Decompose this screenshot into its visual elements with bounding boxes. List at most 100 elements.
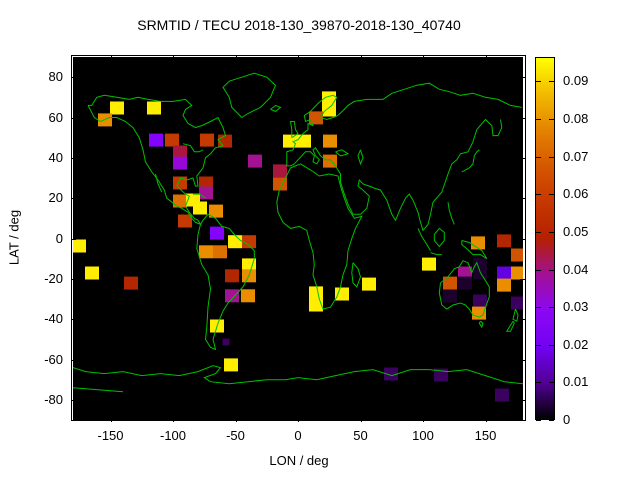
- coastline: [276, 163, 363, 310]
- heatmap-cell: [199, 186, 213, 200]
- x-tick-mark: [235, 55, 237, 60]
- x-tick-mark: [360, 55, 362, 60]
- y-tick-label: 80: [48, 69, 63, 85]
- heatmap-cell: [178, 214, 192, 228]
- coastline: [182, 143, 204, 153]
- heatmap-cell: [511, 266, 523, 280]
- heatmap-cell: [242, 258, 256, 272]
- coastline: [286, 82, 522, 166]
- heatmap-cell: [218, 134, 232, 148]
- x-tick-mark: [485, 55, 487, 60]
- x-tick-label: -50: [226, 428, 245, 443]
- x-tick-mark: [298, 417, 299, 422]
- heatmap-cell: [384, 367, 398, 381]
- heatmap-cell: [297, 134, 311, 148]
- heatmap-cell: [497, 278, 511, 292]
- colorbar-tick-mark: [536, 382, 541, 384]
- colorbar-tick-mark: [549, 81, 554, 83]
- coastline: [286, 118, 503, 232]
- heatmap-cell: [511, 248, 523, 262]
- colorbar-tick-mark: [549, 156, 554, 158]
- colorbar-tick-mark: [549, 344, 554, 346]
- y-tick-label: 40: [48, 149, 63, 165]
- heatmap-cell: [124, 276, 138, 290]
- colorbar-tick-label: 0.04: [563, 261, 589, 277]
- colorbar-tick-mark: [549, 420, 554, 421]
- coastline: [73, 387, 124, 393]
- heatmap-cell: [173, 194, 187, 208]
- heatmap-cell: [149, 133, 163, 147]
- y-tick-mark: [520, 319, 526, 321]
- x-tick-mark: [423, 417, 424, 422]
- coastline: [193, 193, 206, 199]
- colorbar-tick-label: 0.01: [563, 374, 589, 390]
- heatmap-cell: [309, 286, 323, 300]
- colorbar-tick-label: 0.05: [563, 223, 589, 239]
- colorbar-tick-mark: [536, 307, 541, 309]
- colorbar-tick-mark: [536, 119, 541, 121]
- heatmap-cell: [73, 239, 86, 253]
- y-tick-label: -80: [44, 391, 63, 407]
- colorbar-tick-mark: [549, 269, 554, 271]
- y-tick-mark: [71, 117, 76, 119]
- colorbar-tick-label: 0.07: [563, 148, 589, 164]
- y-tick-mark: [71, 399, 76, 401]
- x-tick-mark: [173, 417, 174, 422]
- heatmap-cell: [173, 156, 187, 170]
- y-tick-label: 60: [48, 109, 63, 125]
- x-tick-label: 0: [294, 428, 302, 443]
- plot-title: SRMTID / TECU 2018-130_39870-2018-130_40…: [137, 17, 461, 33]
- colorbar-tick-mark: [536, 269, 541, 271]
- coastline: [73, 365, 523, 385]
- coastline: [289, 121, 299, 139]
- heatmap-cell: [193, 201, 207, 215]
- heatmap-cell: [283, 134, 297, 148]
- x-tick-label: 100: [412, 428, 434, 443]
- y-tick-mark: [71, 198, 76, 200]
- x-tick-label: 150: [474, 428, 497, 443]
- heatmap-cell: [248, 154, 262, 168]
- heatmap-cell: [309, 111, 323, 125]
- y-tick-mark: [71, 319, 76, 321]
- heatmap-cell: [443, 276, 457, 290]
- heatmap-cell: [422, 257, 436, 271]
- y-tick-mark: [71, 238, 76, 240]
- x-axis-title: LON / deg: [269, 453, 329, 468]
- x-tick-label: -150: [97, 428, 124, 443]
- heatmap-cell: [228, 235, 242, 249]
- colorbar-tick-mark: [549, 382, 554, 384]
- heatmap-canvas: [73, 72, 523, 402]
- heatmap-cell: [497, 234, 511, 248]
- heatmap-cell: [222, 338, 230, 346]
- x-tick-mark: [110, 55, 112, 60]
- colorbar-tick-mark: [549, 119, 554, 121]
- y-tick-label: -40: [44, 311, 63, 327]
- y-tick-mark: [520, 77, 526, 79]
- heatmap-cell: [242, 235, 256, 249]
- heatmap-cell: [173, 145, 187, 159]
- y-tick-label: -20: [44, 270, 63, 286]
- heatmap-cell: [199, 245, 213, 259]
- y-tick-mark: [71, 359, 76, 361]
- coastline: [196, 213, 255, 351]
- coastline: [351, 262, 362, 288]
- world-heatmap: [73, 57, 523, 420]
- coastline: [430, 252, 442, 256]
- y-tick-label: -60: [44, 351, 63, 367]
- heatmap-cell: [309, 298, 323, 312]
- x-tick-mark: [110, 417, 112, 422]
- coastline: [155, 173, 163, 193]
- heatmap-cell: [335, 287, 349, 301]
- colorbar-tick-mark: [536, 344, 541, 346]
- heatmap-cell: [200, 133, 214, 147]
- coastline: [447, 202, 455, 225]
- colorbar-tick-label: 0.09: [563, 73, 589, 89]
- y-tick-mark: [520, 117, 526, 119]
- heatmap-cell: [85, 266, 99, 280]
- y-tick-label: 0: [55, 230, 63, 246]
- heatmap-cell: [362, 277, 376, 291]
- heatmap-cell: [511, 296, 523, 310]
- colorbar-tick-mark: [536, 231, 541, 233]
- colorbar-tick-label: 0: [563, 412, 571, 427]
